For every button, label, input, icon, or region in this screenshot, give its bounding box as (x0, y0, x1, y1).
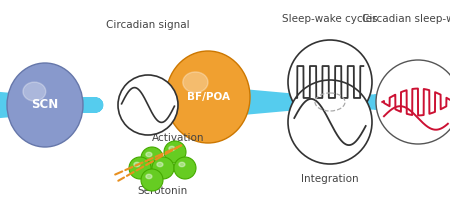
Ellipse shape (169, 146, 175, 151)
Text: Sleep-wake cycles: Sleep-wake cycles (282, 14, 378, 24)
Ellipse shape (146, 174, 152, 179)
Ellipse shape (179, 162, 185, 167)
Ellipse shape (7, 63, 83, 147)
Text: Activation: Activation (152, 133, 204, 143)
Ellipse shape (157, 162, 163, 167)
Text: Integration: Integration (301, 174, 359, 184)
Text: SCN: SCN (32, 98, 58, 112)
Ellipse shape (134, 162, 140, 167)
Circle shape (288, 40, 372, 124)
Circle shape (288, 80, 372, 164)
Ellipse shape (183, 72, 208, 93)
Text: Circadian signal: Circadian signal (106, 20, 190, 30)
Circle shape (129, 157, 151, 179)
Text: Circadian sleep-wake: Circadian sleep-wake (362, 14, 450, 24)
Circle shape (174, 157, 196, 179)
Ellipse shape (23, 82, 46, 101)
Circle shape (141, 169, 163, 191)
Text: BF/POA: BF/POA (186, 92, 230, 102)
Circle shape (164, 141, 186, 163)
Ellipse shape (146, 152, 152, 157)
Circle shape (376, 60, 450, 144)
Circle shape (141, 147, 163, 169)
Circle shape (152, 157, 174, 179)
Circle shape (118, 75, 178, 135)
Text: Serotonin: Serotonin (138, 186, 188, 196)
Ellipse shape (166, 51, 250, 143)
